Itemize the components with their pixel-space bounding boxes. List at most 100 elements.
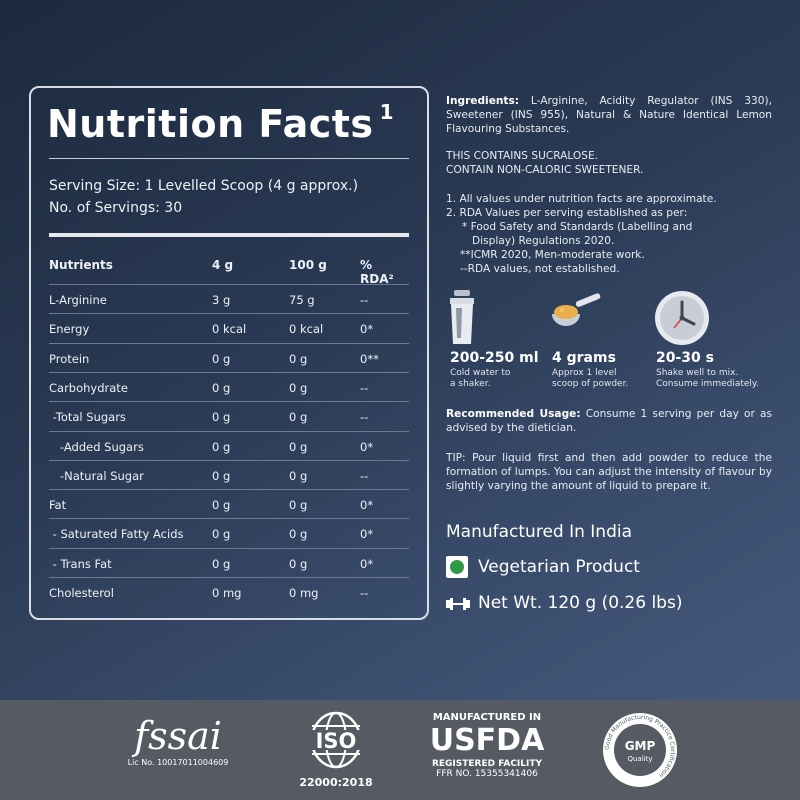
row-divider	[49, 518, 409, 520]
row-divider	[49, 459, 409, 461]
nutrient-name: L-Arginine	[49, 293, 107, 307]
row-divider	[49, 547, 409, 549]
nutrient-name: - Saturated Fatty Acids	[49, 527, 184, 542]
usfda-logo: MANUFACTURED IN USFDA REGISTERED FACILIT…	[429, 712, 545, 779]
nutrient-value: --	[360, 380, 369, 395]
ingredients: Ingredients: L-Arginine, Acidity Regulat…	[446, 95, 772, 135]
svg-text:GMP: GMP	[625, 739, 656, 753]
step1-sub: Cold water to a shaker.	[450, 368, 511, 389]
nutrient-value: 75 g	[289, 293, 315, 307]
nutrient-name: -Total Sugars	[49, 410, 126, 425]
nutrient-value: 0 g	[212, 410, 231, 425]
divider-thick	[49, 233, 409, 237]
row-divider	[49, 401, 409, 403]
table-header: Nutrients 4 g 100 g % RDA²	[49, 258, 394, 286]
row-divider	[49, 284, 409, 285]
nutrient-value: 0 g	[289, 410, 308, 425]
veg-mark-icon	[446, 556, 468, 578]
servings-count: No. of Servings: 30	[49, 200, 183, 216]
divider	[49, 158, 409, 159]
row-divider	[49, 342, 409, 344]
shaker-icon	[450, 290, 474, 344]
nutrient-value: 0 mg	[289, 586, 319, 600]
gmp-seal-icon: Good Manufacturing Practice Certificatio…	[603, 713, 677, 787]
nutrient-name: -Natural Sugar	[49, 468, 144, 483]
nutrient-value: 0 g	[289, 380, 308, 395]
clock-icon	[655, 291, 709, 345]
table-row: Carbohydrate 0 g 0 g --	[49, 373, 409, 402]
table-row: -Added Sugars 0 g 0 g 0*	[49, 432, 409, 461]
iso-logo: ISO 22000:2018	[296, 710, 376, 789]
nutrient-value: --	[360, 410, 369, 425]
nutrient-value: 0*	[360, 439, 374, 454]
globe-icon: ISO	[305, 711, 367, 769]
nutrient-value: 0 g	[212, 527, 231, 542]
table-row: -Natural Sugar 0 g 0 g --	[49, 461, 409, 490]
nutrient-name: Energy	[49, 322, 90, 337]
nutrient-value: --	[360, 468, 369, 483]
dumbbell-icon	[446, 598, 470, 610]
table-row: - Trans Fat 0 g 0 g 0*	[49, 549, 409, 578]
footnotes: 1. All values under nutrition facts are …	[446, 193, 717, 275]
nutrient-value: 0 g	[212, 556, 231, 571]
step2-title: 4 grams	[552, 350, 616, 366]
nutrient-value: 0 g	[289, 527, 308, 542]
nutrient-value: 0 g	[289, 468, 308, 483]
step1-title: 200-250 ml	[450, 350, 539, 366]
manufactured-in-india: Manufactured In India	[446, 522, 633, 542]
fssai-logo: fssai Lic No. 10017011004609	[127, 714, 229, 767]
nutrient-name: Cholesterol	[49, 586, 114, 600]
row-divider	[49, 430, 409, 432]
svg-text:Quality: Quality	[627, 755, 652, 763]
nutrition-title: Nutrition Facts 1	[47, 100, 394, 146]
table-row: L-Arginine 3 g 75 g --	[49, 285, 409, 314]
table-row: Cholesterol 0 mg 0 mg --	[49, 578, 409, 607]
nutrient-value: 0*	[360, 498, 374, 513]
sucralose-warning: THIS CONTAINS SUCRALOSE. CONTAIN NON-CAL…	[446, 150, 644, 176]
nutrient-name: Carbohydrate	[49, 380, 128, 395]
recommended-usage: Recommended Usage: Consume 1 serving per…	[446, 408, 772, 434]
nutrient-value: 0 mg	[212, 586, 242, 600]
step3-title: 20-30 s	[656, 350, 714, 366]
row-divider	[49, 577, 409, 578]
nutrient-value: 0*	[360, 322, 374, 337]
nutrition-facts-panel: Nutrition Facts 1 Serving Size: 1 Levelle…	[29, 86, 429, 620]
nutrient-value: 0 g	[289, 439, 308, 454]
step2-sub: Approx 1 level scoop of powder.	[552, 368, 629, 389]
table-row: Protein 0 g 0 g 0**	[49, 344, 409, 373]
nutrient-value: 0 kcal	[212, 322, 247, 337]
table-row: Fat 0 g 0 g 0*	[49, 490, 409, 519]
row-divider	[49, 371, 409, 373]
nutrient-name: -Added Sugars	[49, 439, 144, 454]
nutrient-value: 0 g	[212, 498, 231, 513]
nutrient-value: --	[360, 586, 369, 600]
nutrient-value: 0 g	[212, 439, 231, 454]
tip: TIP: Pour liquid first and then add powd…	[446, 452, 772, 492]
nutrient-value: 0 kcal	[289, 322, 324, 337]
nutrient-value: 0*	[360, 556, 374, 571]
net-weight: Net Wt. 120 g (0.26 lbs)	[478, 593, 683, 613]
nutrient-value: 0 g	[289, 556, 308, 571]
table-row: -Total Sugars 0 g 0 g --	[49, 402, 409, 431]
step3-sub: Shake well to mix. Consume immediately.	[656, 368, 759, 389]
vegetarian-product: Vegetarian Product	[478, 557, 640, 577]
nutrient-value: 3 g	[212, 293, 231, 307]
gmp-logo: Good Manufacturing Practice Certificatio…	[600, 710, 680, 790]
scoop-icon	[552, 293, 601, 326]
certification-footer: fssai Lic No. 10017011004609 ISO 22000:2…	[0, 700, 800, 800]
nutrient-value: 0 g	[212, 380, 231, 395]
serving-size: Serving Size: 1 Levelled Scoop (4 g appr…	[49, 178, 359, 194]
nutrient-value: 0 g	[289, 498, 308, 513]
nutrient-value: 0**	[360, 351, 379, 366]
row-divider	[49, 313, 409, 315]
nutrient-name: Fat	[49, 498, 67, 513]
nutrient-value: --	[360, 293, 369, 307]
nutrient-value: 0 g	[289, 351, 308, 366]
row-divider	[49, 489, 409, 491]
nutrient-value: 0*	[360, 527, 374, 542]
svg-text:ISO: ISO	[316, 729, 357, 753]
nutrient-value: 0 g	[212, 468, 231, 483]
table-row: Energy 0 kcal 0 kcal 0*	[49, 314, 409, 343]
nutrient-name: - Trans Fat	[49, 556, 112, 571]
nutrient-value: 0 g	[212, 351, 231, 366]
